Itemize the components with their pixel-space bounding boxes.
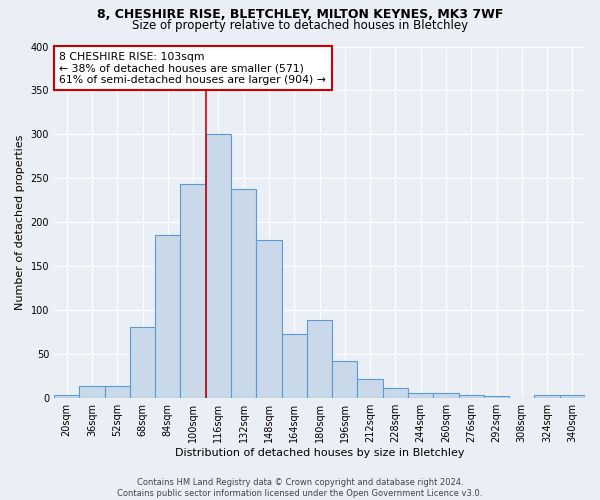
X-axis label: Distribution of detached houses by size in Bletchley: Distribution of detached houses by size …	[175, 448, 464, 458]
Bar	[130, 326, 155, 398]
Bar	[206, 134, 231, 398]
Bar	[332, 361, 358, 398]
Bar	[79, 386, 104, 398]
Text: Contains HM Land Registry data © Crown copyright and database right 2024.
Contai: Contains HM Land Registry data © Crown c…	[118, 478, 482, 498]
Bar	[256, 240, 281, 398]
Bar	[383, 388, 408, 398]
Bar	[181, 184, 206, 398]
Bar	[281, 334, 307, 398]
Bar	[307, 320, 332, 398]
Bar	[458, 395, 484, 398]
Bar	[104, 386, 130, 398]
Text: Size of property relative to detached houses in Bletchley: Size of property relative to detached ho…	[132, 18, 468, 32]
Bar	[358, 380, 383, 398]
Bar	[231, 188, 256, 398]
Bar	[535, 395, 560, 398]
Bar	[54, 395, 79, 398]
Bar	[433, 394, 458, 398]
Bar	[560, 395, 585, 398]
Bar	[408, 394, 433, 398]
Bar	[484, 396, 509, 398]
Y-axis label: Number of detached properties: Number of detached properties	[15, 134, 25, 310]
Bar	[155, 236, 181, 398]
Text: 8 CHESHIRE RISE: 103sqm
← 38% of detached houses are smaller (571)
61% of semi-d: 8 CHESHIRE RISE: 103sqm ← 38% of detache…	[59, 52, 326, 85]
Text: 8, CHESHIRE RISE, BLETCHLEY, MILTON KEYNES, MK3 7WF: 8, CHESHIRE RISE, BLETCHLEY, MILTON KEYN…	[97, 8, 503, 20]
